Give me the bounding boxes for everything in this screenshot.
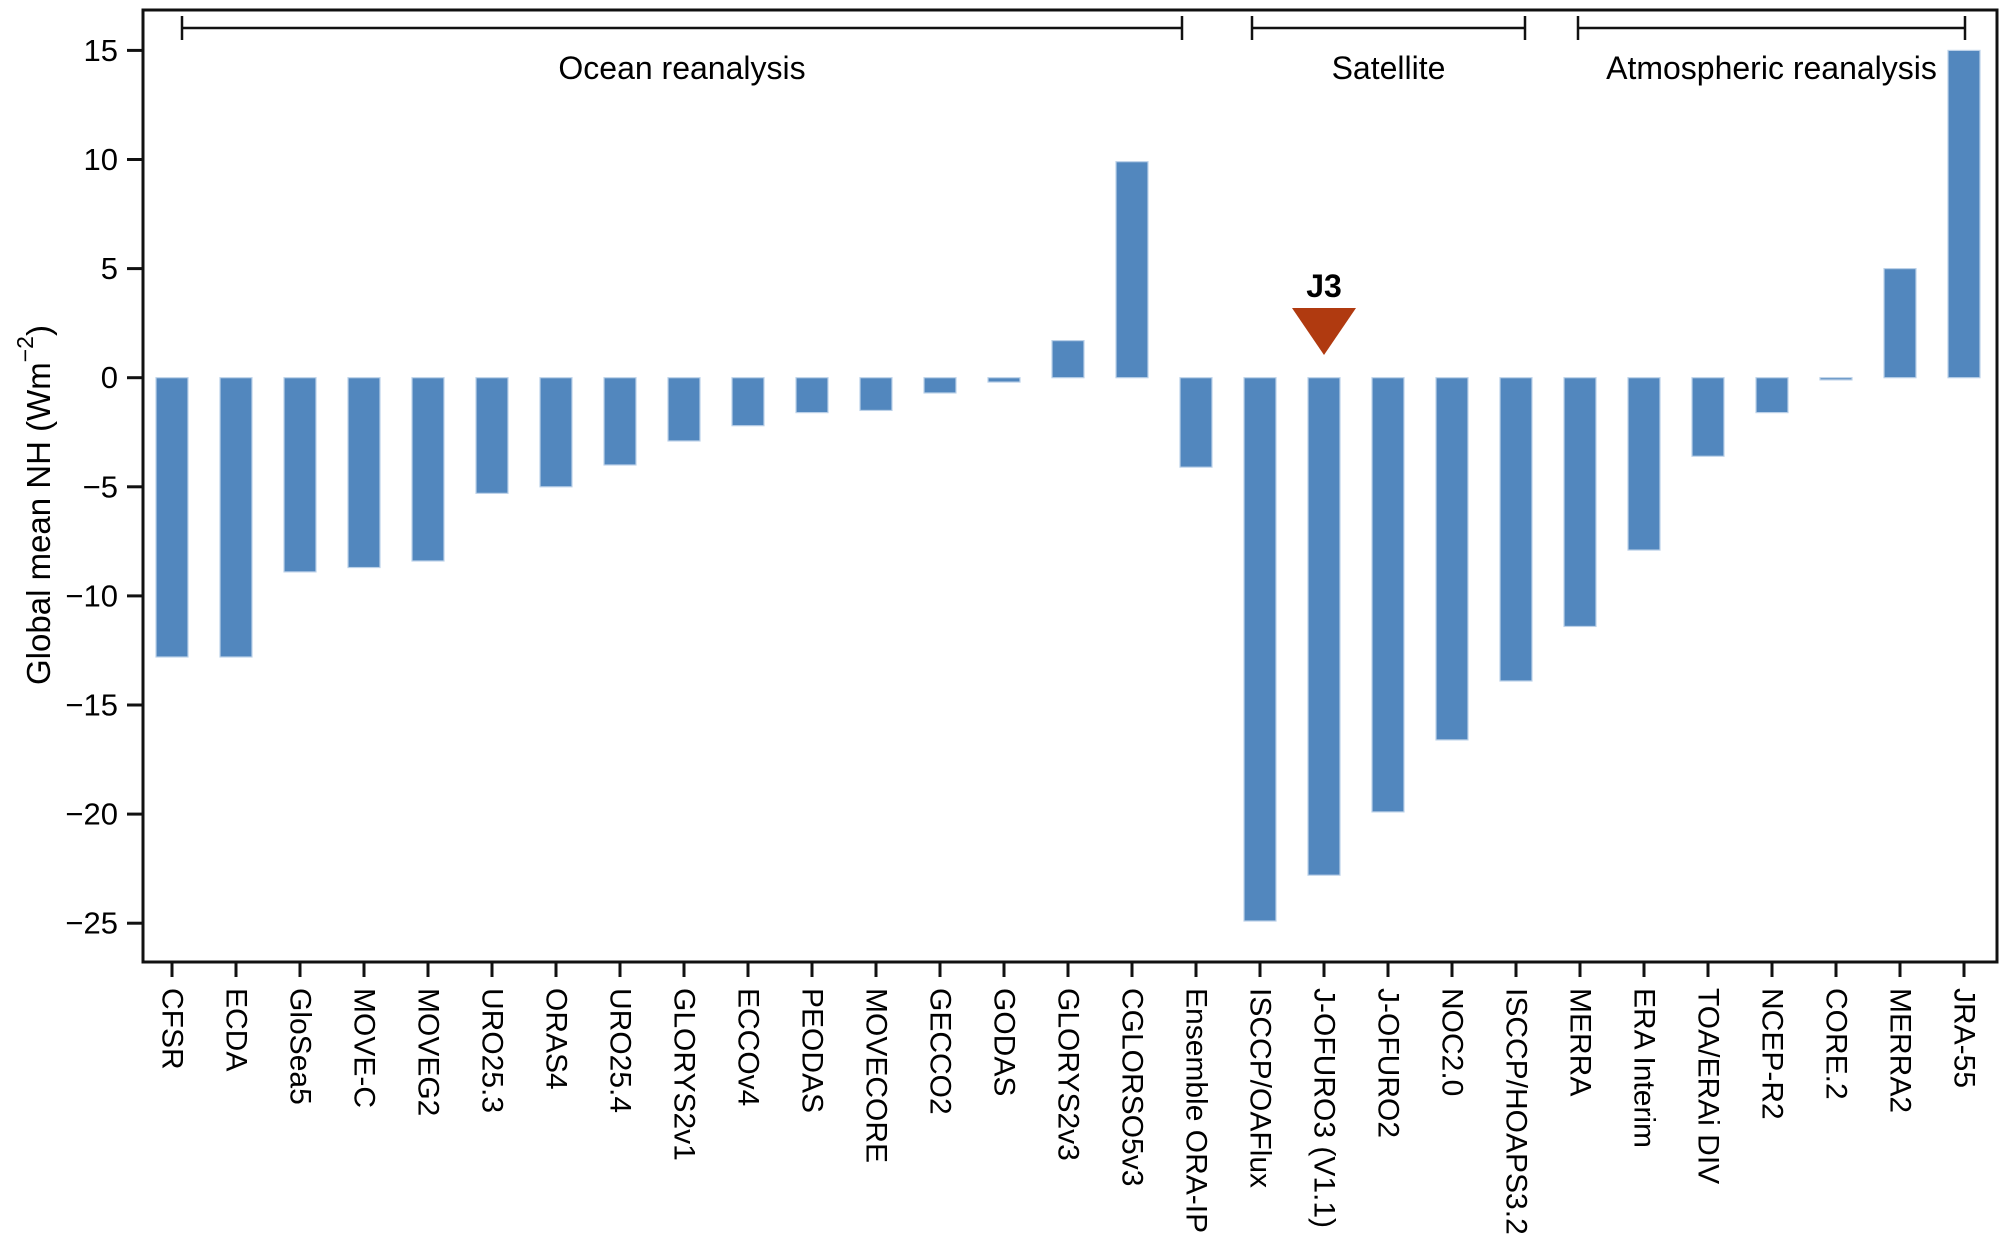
bar-CGLORSO5v3 (1115, 161, 1149, 379)
group-label: Atmospheric reanalysis (1606, 50, 1937, 86)
bar-MERRA (1563, 377, 1597, 628)
bar-CFSR (155, 377, 189, 658)
bar-MOVECORE (859, 377, 893, 412)
y-tick-label: −15 (65, 688, 118, 723)
bar-URO25.4 (603, 377, 637, 466)
bar-ECDA (219, 377, 253, 658)
x-tick-label: MOVEG2 (412, 988, 445, 1116)
bar-Ensemble ORA-IP (1179, 377, 1213, 468)
bar-ECCOv4 (731, 377, 765, 427)
y-tick-label: 0 (101, 360, 118, 395)
x-tick-label: CORE.2 (1820, 988, 1853, 1100)
bar-ERA Interim (1627, 377, 1661, 551)
bar-JRA-55 (1947, 49, 1981, 379)
bar-GECCO2 (923, 377, 957, 394)
group-label: Satellite (1332, 50, 1446, 86)
x-tick-label: MERRA (1564, 988, 1597, 1096)
bar-CORE.2 (1819, 377, 1853, 381)
x-tick-label: CGLORSO5v3 (1116, 988, 1149, 1186)
x-tick-label: ISCCP/OAFlux (1244, 988, 1277, 1188)
x-tick-label: J-OFURO3 (V1.1) (1308, 988, 1341, 1228)
bar-GLORYS2v1 (667, 377, 701, 442)
x-tick-label: PEODAS (796, 988, 829, 1113)
x-tick-label: Ensemble ORA-IP (1180, 988, 1213, 1233)
bar-MOVE-C (347, 377, 381, 569)
y-tick-label: −10 (65, 578, 118, 613)
x-tick-label: CFSR (156, 988, 189, 1070)
bar-J-OFURO3 (V1.1) (1307, 377, 1341, 876)
bar-TOA/ERAi DIV (1691, 377, 1725, 457)
x-tick-label: GECCO2 (924, 988, 957, 1115)
bar-GloSea5 (283, 377, 317, 573)
x-tick-label: MERRA2 (1884, 988, 1917, 1113)
x-tick-label: URO25.3 (476, 988, 509, 1113)
bar-MERRA2 (1883, 268, 1917, 379)
bar-ORAS4 (539, 377, 573, 488)
bar-GLORYS2v3 (1051, 340, 1085, 379)
x-tick-label: MOVECORE (860, 988, 893, 1163)
x-tick-label: NOC2.0 (1436, 988, 1469, 1096)
x-tick-label: NCEP-R2 (1756, 988, 1789, 1120)
x-tick-label: MOVE-C (348, 988, 381, 1108)
x-tick-label: JRA-55 (1948, 988, 1981, 1088)
x-tick-label: J-OFURO2 (1372, 988, 1405, 1138)
bar-ISCCP/HOAPS3.2 (1499, 377, 1533, 682)
bar-ISCCP/OAFlux (1243, 377, 1277, 922)
bar-MOVEG2 (411, 377, 445, 562)
group-label: Ocean reanalysis (558, 50, 805, 86)
bar-PEODAS (795, 377, 829, 414)
x-tick-label: TOA/ERAi DIV (1692, 988, 1725, 1184)
y-tick-label: −25 (65, 906, 118, 941)
bar-URO25.3 (475, 377, 509, 494)
x-tick-label: ECDA (220, 988, 253, 1071)
x-tick-label: GLORYS2v1 (668, 988, 701, 1161)
annotation-triangle-down-icon (1292, 308, 1356, 355)
bar-NCEP-R2 (1755, 377, 1789, 414)
bar-GODAS (987, 377, 1021, 383)
bar-J-OFURO2 (1371, 377, 1405, 813)
x-tick-label: ERA Interim (1628, 988, 1661, 1148)
y-tick-label: 10 (84, 142, 118, 177)
y-tick-label: 5 (101, 251, 118, 286)
x-tick-label: GLORYS2v3 (1052, 988, 1085, 1161)
y-tick-label: −20 (65, 797, 118, 832)
x-tick-label: GODAS (988, 988, 1021, 1096)
bar-NOC2.0 (1435, 377, 1469, 741)
x-tick-label: ISCCP/HOAPS3.2 (1500, 988, 1533, 1235)
y-axis-label: Global mean NH (Wm−2) (12, 325, 57, 685)
annotation-label: J3 (1306, 268, 1342, 304)
x-tick-label: ORAS4 (540, 988, 573, 1090)
x-tick-label: GloSea5 (284, 988, 317, 1105)
y-tick-label: −5 (83, 469, 118, 504)
x-tick-label: ECCOv4 (732, 988, 765, 1106)
y-tick-label: 15 (84, 33, 118, 68)
x-tick-label: URO25.4 (604, 988, 637, 1113)
